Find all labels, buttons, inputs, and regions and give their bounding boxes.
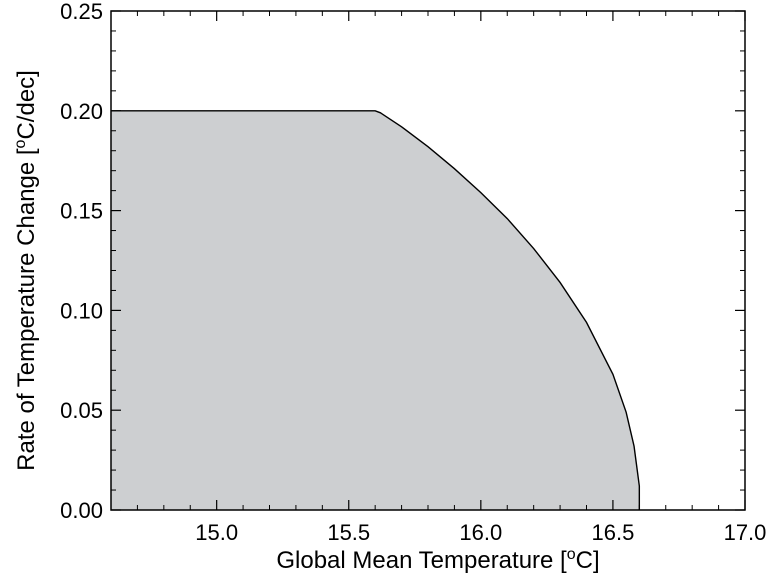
y-tick-label: 0.25 <box>60 0 103 24</box>
x-tick-label: 16.0 <box>459 520 502 545</box>
x-axis-ticks <box>110 11 746 510</box>
x-tick-label: 15.0 <box>195 520 238 545</box>
y-axis-title: Rate of Temperature Change [oC/dec] <box>12 70 40 471</box>
plot-area <box>110 10 746 511</box>
y-tick-label: 0.05 <box>60 398 103 423</box>
x-tick-label: 15.5 <box>327 520 370 545</box>
y-tick-label: 0.10 <box>60 298 103 323</box>
x-axis-title: Global Mean Temperature [oC] <box>276 546 599 574</box>
x-tick-label: 17.0 <box>724 520 767 545</box>
y-axis-tick-labels: 0.00 0.05 0.10 0.15 0.20 0.25 <box>60 0 103 523</box>
y-tick-label: 0.00 <box>60 498 103 523</box>
y-tick-label: 0.15 <box>60 199 103 224</box>
y-tick-label: 0.20 <box>60 99 103 124</box>
x-axis-tick-labels: 15.0 15.5 16.0 16.5 17.0 <box>195 520 766 545</box>
feasible-region-fill <box>111 110 640 511</box>
y-axis-ticks <box>111 10 745 511</box>
x-tick-label: 16.5 <box>592 520 635 545</box>
boundary-line <box>111 110 641 510</box>
